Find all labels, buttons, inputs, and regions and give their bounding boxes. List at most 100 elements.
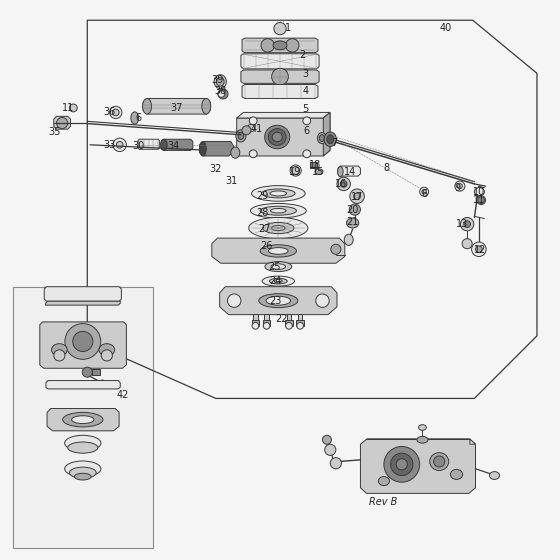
Bar: [264, 314, 269, 323]
Polygon shape: [237, 113, 330, 156]
Text: 37: 37: [170, 103, 183, 113]
Circle shape: [303, 117, 311, 125]
Text: 18: 18: [309, 160, 321, 170]
Bar: [287, 314, 291, 323]
Text: 11: 11: [62, 103, 74, 113]
Text: 14: 14: [344, 167, 357, 177]
Text: 20: 20: [347, 204, 359, 214]
Circle shape: [227, 294, 241, 307]
Text: 11: 11: [473, 195, 485, 205]
Text: 25: 25: [268, 262, 281, 272]
Polygon shape: [46, 381, 120, 389]
Ellipse shape: [270, 191, 287, 196]
Ellipse shape: [273, 41, 287, 50]
Ellipse shape: [458, 184, 463, 189]
Text: 33: 33: [103, 140, 115, 150]
Ellipse shape: [327, 135, 334, 144]
Ellipse shape: [270, 208, 286, 213]
Polygon shape: [361, 439, 475, 493]
Text: 30: 30: [132, 141, 144, 151]
Ellipse shape: [272, 226, 285, 231]
Text: 6: 6: [304, 127, 310, 137]
Polygon shape: [47, 408, 119, 431]
Ellipse shape: [318, 133, 326, 144]
Ellipse shape: [265, 262, 292, 272]
Ellipse shape: [269, 278, 287, 284]
Ellipse shape: [272, 132, 282, 142]
Ellipse shape: [269, 248, 288, 254]
Polygon shape: [237, 113, 330, 118]
Text: 6: 6: [135, 113, 141, 123]
Ellipse shape: [263, 222, 294, 234]
Polygon shape: [241, 54, 319, 69]
Ellipse shape: [260, 206, 296, 215]
Bar: [253, 314, 258, 323]
Polygon shape: [45, 301, 120, 305]
Text: 10: 10: [473, 186, 485, 197]
Circle shape: [396, 459, 407, 470]
Polygon shape: [143, 99, 210, 114]
Text: 7: 7: [332, 138, 338, 148]
Ellipse shape: [262, 189, 295, 198]
Circle shape: [286, 39, 299, 52]
Circle shape: [303, 150, 311, 158]
Ellipse shape: [450, 469, 463, 479]
Ellipse shape: [113, 109, 119, 116]
Ellipse shape: [64, 461, 101, 477]
Ellipse shape: [68, 442, 98, 453]
Ellipse shape: [63, 412, 103, 427]
Circle shape: [292, 167, 300, 174]
Circle shape: [263, 323, 270, 329]
Circle shape: [242, 126, 251, 135]
Text: 26: 26: [260, 241, 272, 251]
Ellipse shape: [265, 125, 290, 149]
Ellipse shape: [338, 167, 343, 176]
Circle shape: [57, 118, 68, 129]
Text: 29: 29: [256, 191, 268, 201]
Circle shape: [464, 221, 470, 227]
Text: 41: 41: [250, 124, 263, 134]
Text: 13: 13: [456, 219, 468, 229]
Text: 2: 2: [299, 50, 305, 60]
Ellipse shape: [430, 452, 449, 470]
Ellipse shape: [99, 344, 115, 356]
Ellipse shape: [72, 416, 94, 423]
Ellipse shape: [249, 217, 308, 239]
Polygon shape: [367, 439, 475, 444]
Text: 3: 3: [302, 69, 308, 80]
Text: 9: 9: [455, 183, 461, 193]
Text: 36: 36: [103, 108, 115, 118]
Circle shape: [249, 117, 257, 125]
Ellipse shape: [248, 124, 255, 132]
Text: 8: 8: [383, 164, 389, 173]
Ellipse shape: [259, 293, 298, 307]
Ellipse shape: [347, 218, 359, 228]
Circle shape: [272, 68, 288, 85]
Text: 32: 32: [209, 165, 222, 174]
Circle shape: [462, 239, 472, 249]
Ellipse shape: [202, 99, 211, 114]
Ellipse shape: [52, 344, 67, 356]
Polygon shape: [323, 113, 330, 156]
Circle shape: [478, 197, 484, 203]
Ellipse shape: [379, 477, 390, 486]
Ellipse shape: [199, 142, 206, 156]
Polygon shape: [162, 139, 193, 151]
Ellipse shape: [238, 132, 244, 139]
Circle shape: [82, 367, 92, 377]
Text: 15: 15: [312, 167, 324, 176]
Circle shape: [325, 444, 336, 455]
Ellipse shape: [330, 458, 342, 469]
Ellipse shape: [266, 296, 291, 305]
Ellipse shape: [315, 169, 323, 174]
Circle shape: [65, 324, 101, 360]
Ellipse shape: [161, 139, 167, 151]
Ellipse shape: [218, 89, 228, 99]
Polygon shape: [220, 287, 337, 315]
Ellipse shape: [260, 245, 296, 257]
Circle shape: [472, 242, 486, 256]
Circle shape: [384, 446, 419, 482]
Circle shape: [349, 204, 361, 215]
Ellipse shape: [214, 74, 226, 88]
Ellipse shape: [474, 188, 484, 196]
